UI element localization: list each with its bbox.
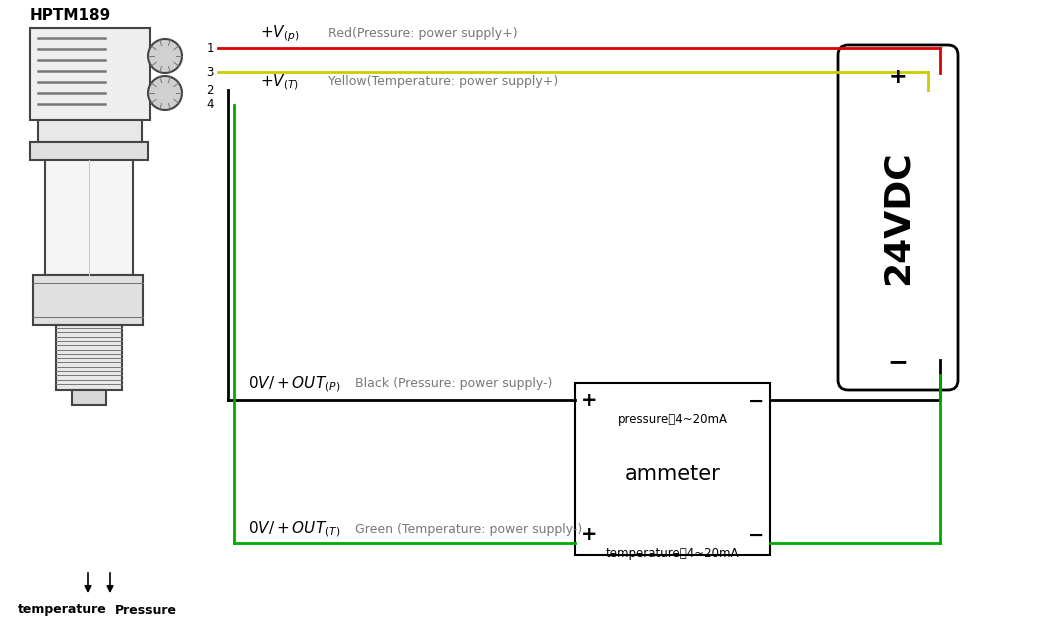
Text: temperature：4~20mA: temperature：4~20mA (605, 546, 739, 560)
Text: +: + (581, 391, 597, 411)
Bar (575, 383, 770, 555)
Text: pressure：4~20mA: pressure：4~20mA (618, 413, 727, 425)
Text: Pressure: Pressure (114, 603, 177, 616)
Text: ammeter: ammeter (624, 464, 721, 484)
Bar (56, 325, 122, 390)
Circle shape (148, 76, 182, 110)
Text: 2: 2 (207, 83, 214, 97)
Bar (72, 390, 106, 405)
FancyBboxPatch shape (838, 45, 958, 390)
Text: −: − (887, 350, 908, 374)
Text: $+V_{(T)}$: $+V_{(T)}$ (260, 72, 299, 91)
Text: 4: 4 (207, 98, 214, 112)
Text: +: + (581, 526, 597, 545)
Text: $0V/+OUT_{(T)}$: $0V/+OUT_{(T)}$ (248, 519, 340, 539)
Text: 3: 3 (207, 66, 214, 78)
Text: Yellow(Temperature: power supply+): Yellow(Temperature: power supply+) (328, 76, 559, 88)
Bar (38, 120, 142, 142)
Text: +: + (888, 67, 907, 87)
Text: 1: 1 (207, 42, 214, 54)
Text: Green (Temperature: power supply-): Green (Temperature: power supply-) (355, 522, 582, 536)
Bar (30, 142, 148, 160)
Text: $0V/+OUT_{(P)}$: $0V/+OUT_{(P)}$ (248, 374, 340, 394)
Text: −: − (747, 391, 764, 411)
Text: Red(Pressure: power supply+): Red(Pressure: power supply+) (328, 28, 517, 40)
Bar (30, 28, 151, 120)
Text: Black (Pressure: power supply-): Black (Pressure: power supply-) (355, 377, 552, 391)
Bar (33, 275, 143, 325)
Text: 24VDC: 24VDC (881, 150, 915, 285)
Text: $+V_{(p)}$: $+V_{(p)}$ (260, 24, 299, 44)
Text: −: − (747, 526, 764, 545)
Bar (45, 160, 132, 275)
Circle shape (148, 39, 182, 73)
Text: temperature: temperature (18, 603, 107, 616)
Text: HPTM189: HPTM189 (30, 8, 111, 23)
